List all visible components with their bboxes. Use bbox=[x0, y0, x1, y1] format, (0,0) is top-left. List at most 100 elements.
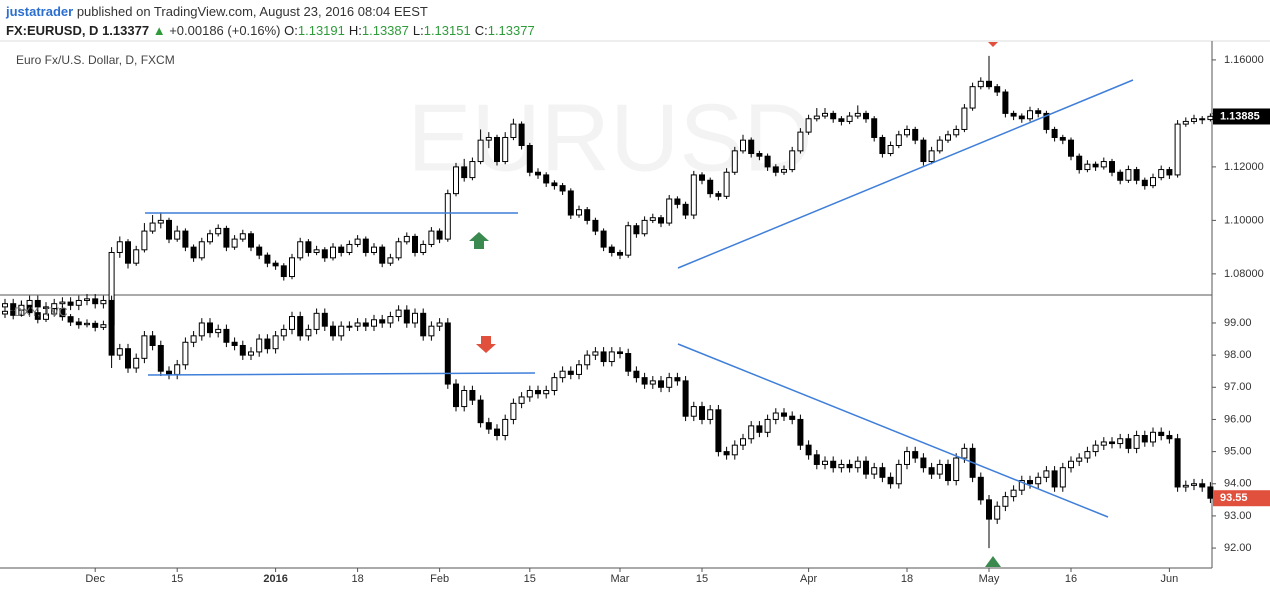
candle-body bbox=[182, 230, 189, 248]
candle-body bbox=[740, 139, 746, 152]
candle-body bbox=[1109, 161, 1115, 173]
candle-body bbox=[904, 451, 910, 465]
candle-body bbox=[1051, 470, 1058, 488]
x-tick-label: 18 bbox=[351, 573, 363, 585]
candle-body bbox=[1133, 169, 1140, 181]
x-tick-label: Apr bbox=[800, 573, 817, 585]
candle-body bbox=[75, 321, 82, 326]
candle-body bbox=[198, 241, 205, 259]
y-tick-label: 1.10000 bbox=[1224, 214, 1264, 226]
trend-line[interactable] bbox=[677, 79, 1134, 269]
x-tick-label: 18 bbox=[901, 573, 913, 585]
candle-body bbox=[617, 351, 623, 355]
candle-body bbox=[354, 322, 361, 327]
candle-body bbox=[838, 118, 845, 122]
marker-up[interactable] bbox=[985, 556, 1001, 567]
author[interactable]: justatrader bbox=[6, 4, 74, 19]
candle-body bbox=[789, 150, 796, 171]
candle-body bbox=[436, 230, 443, 240]
candle-body bbox=[1059, 136, 1066, 141]
candle-body bbox=[559, 185, 566, 192]
candle-body bbox=[715, 193, 722, 197]
y-tick-label: 92.00 bbox=[1224, 542, 1252, 554]
candle-body bbox=[822, 460, 828, 465]
symbol: FX:EURUSD, D bbox=[6, 23, 99, 38]
candle-body bbox=[428, 230, 435, 245]
candle-body bbox=[1084, 451, 1091, 459]
candle-body bbox=[215, 227, 222, 235]
candle-body bbox=[174, 230, 181, 240]
candle-body bbox=[879, 136, 886, 155]
candle-body bbox=[625, 225, 632, 256]
candle-body bbox=[453, 383, 459, 408]
last-price: 1.13377 bbox=[102, 23, 150, 38]
candle-body bbox=[977, 80, 984, 88]
candle-body bbox=[994, 505, 1001, 520]
candle-body bbox=[633, 225, 640, 235]
candle-body bbox=[1092, 444, 1099, 453]
marker-down[interactable] bbox=[988, 42, 998, 47]
candle-body bbox=[1199, 483, 1206, 488]
candle-body bbox=[625, 353, 632, 372]
candle-body bbox=[157, 219, 164, 224]
candle-body bbox=[846, 463, 853, 469]
candle-body bbox=[690, 406, 697, 417]
candle-body bbox=[1043, 470, 1050, 478]
candle-body bbox=[764, 155, 771, 168]
candle-body bbox=[92, 322, 99, 328]
candle-body bbox=[1191, 118, 1197, 122]
ohlc-key: L: bbox=[412, 23, 424, 38]
candle-body bbox=[289, 316, 295, 330]
x-tick-label: Mar bbox=[611, 573, 630, 585]
candle-body bbox=[379, 246, 386, 264]
candle-body bbox=[223, 227, 230, 248]
candle-body bbox=[781, 169, 787, 173]
candle-body bbox=[1199, 118, 1206, 121]
trend-line[interactable] bbox=[677, 343, 1109, 518]
candle-body bbox=[313, 312, 320, 330]
candle-body bbox=[362, 322, 369, 327]
candle-body bbox=[756, 153, 763, 157]
candle-body bbox=[1018, 115, 1025, 120]
candle-body bbox=[1002, 496, 1009, 507]
candle-body bbox=[75, 299, 82, 306]
candle-body bbox=[584, 209, 591, 221]
candle-body bbox=[1010, 489, 1017, 498]
candle-body bbox=[100, 299, 107, 305]
marks bbox=[2, 55, 1216, 549]
candle-body bbox=[1158, 169, 1165, 179]
last-price-label: 93.55 bbox=[1220, 492, 1248, 504]
candle-body bbox=[1125, 438, 1132, 449]
candle-body bbox=[1166, 435, 1173, 440]
candle-body bbox=[1084, 163, 1091, 171]
candle-body bbox=[1182, 120, 1189, 125]
x-tick-label: May bbox=[979, 573, 1000, 585]
arrow-up[interactable] bbox=[469, 232, 489, 249]
candle-body bbox=[535, 171, 541, 176]
candle-body bbox=[198, 322, 205, 337]
candle-body bbox=[1207, 486, 1214, 499]
candle-body bbox=[936, 463, 943, 475]
x-tick-label: 15 bbox=[696, 573, 708, 585]
y-tick-label: 99.00 bbox=[1224, 317, 1252, 329]
candle-body bbox=[412, 235, 418, 253]
candle-body bbox=[600, 230, 607, 248]
candle-body bbox=[100, 324, 107, 328]
arrow-down[interactable] bbox=[476, 336, 496, 353]
candle-body bbox=[699, 174, 705, 181]
candle-body bbox=[699, 406, 705, 420]
candle-body bbox=[543, 174, 550, 184]
candle-body bbox=[641, 377, 648, 385]
candle-body bbox=[477, 399, 484, 424]
candle-body bbox=[674, 198, 681, 205]
candle-body bbox=[797, 131, 804, 152]
candle-body bbox=[953, 128, 960, 136]
candle-body bbox=[444, 322, 451, 385]
candle-body bbox=[1182, 484, 1189, 488]
publish-line: justatrader published on TradingView.com… bbox=[6, 2, 539, 21]
candle-body bbox=[1076, 155, 1083, 171]
trend-line[interactable] bbox=[147, 372, 536, 376]
header: justatrader published on TradingView.com… bbox=[6, 2, 539, 40]
candle-body bbox=[297, 241, 304, 259]
